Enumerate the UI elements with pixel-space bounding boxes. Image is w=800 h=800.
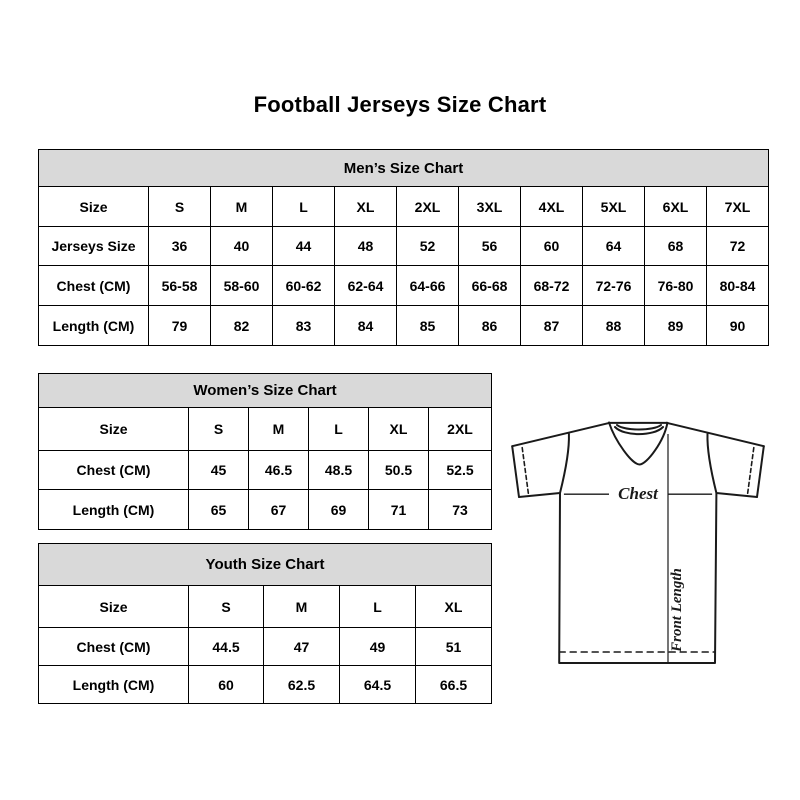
svg-text:Front Length: Front Length: [669, 568, 685, 653]
svg-text:Chest: Chest: [618, 484, 659, 503]
